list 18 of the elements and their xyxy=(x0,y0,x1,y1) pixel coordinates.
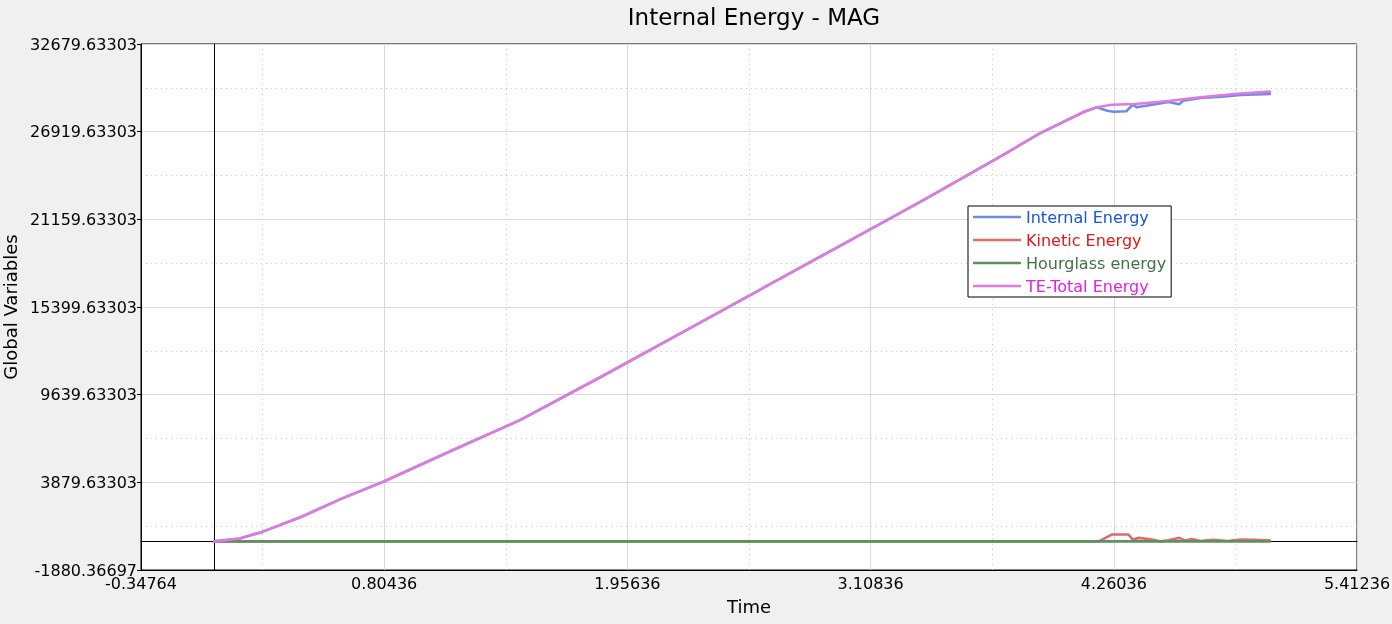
y-tick-label: 15399.63303 xyxy=(30,297,137,317)
legend-label: TE-Total Energy xyxy=(1025,276,1149,296)
x-tick-label: 1.95636 xyxy=(594,573,661,593)
x-tick-label: 4.26036 xyxy=(1080,573,1147,593)
chart-title: Internal Energy - MAG xyxy=(627,3,881,30)
y-axis-title: Global Variables xyxy=(0,234,21,380)
y-tick-label: 3879.63303 xyxy=(40,472,137,492)
y-tick-label: 32679.63303 xyxy=(30,34,137,54)
y-tick-label: 21159.63303 xyxy=(30,209,137,229)
legend-label: Hourglass energy xyxy=(1026,253,1167,273)
legend-label: Internal Energy xyxy=(1026,207,1149,227)
legend-label: Kinetic Energy xyxy=(1026,230,1142,250)
x-axis-title: Time xyxy=(725,595,772,617)
x-tick-label: 5.41236 xyxy=(1323,573,1391,593)
x-tick-label: 3.10836 xyxy=(837,573,904,593)
x-tick-label: 0.80436 xyxy=(351,573,418,593)
y-tick-label: 9639.63303 xyxy=(40,385,137,405)
y-tick-label: 26919.63303 xyxy=(30,122,137,142)
